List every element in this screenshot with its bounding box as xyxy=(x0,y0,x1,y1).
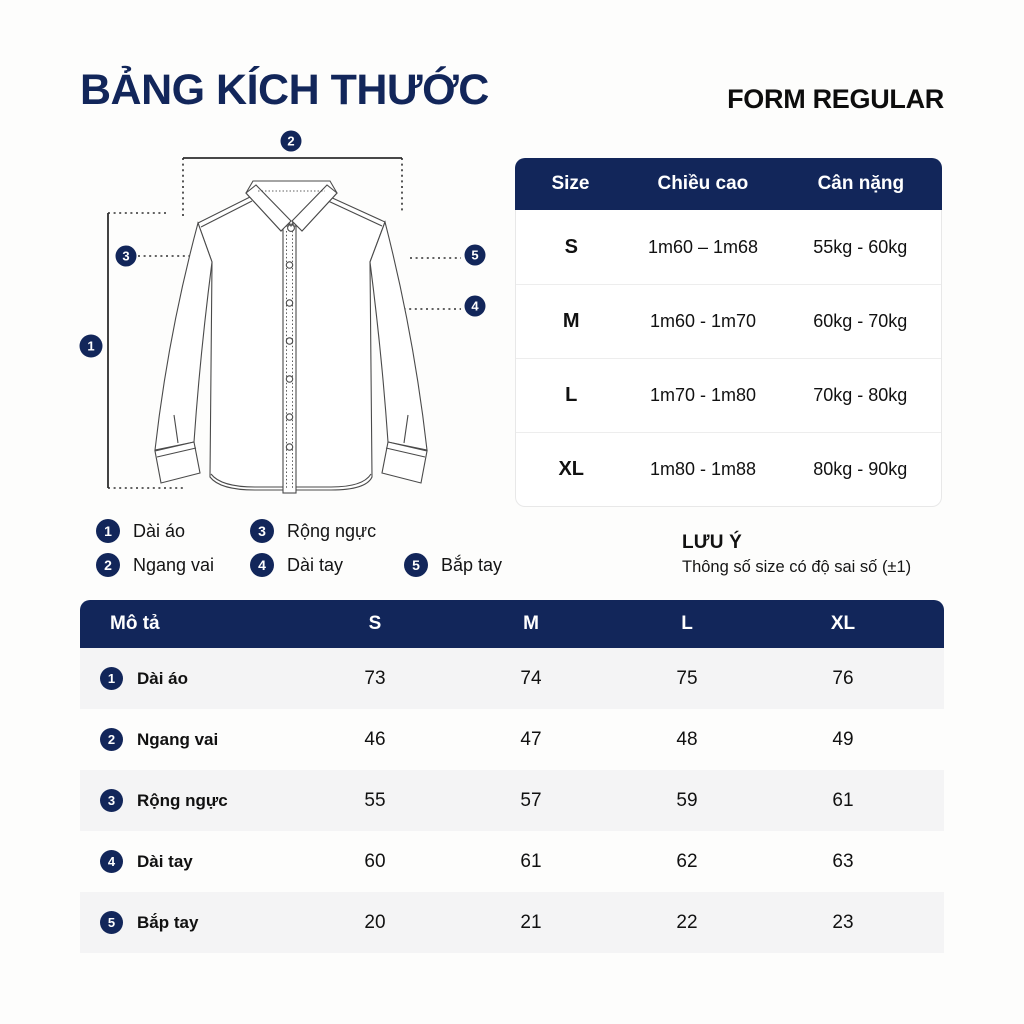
size-row-s: S 1m60 – 1m68 55kg - 60kg xyxy=(516,210,941,284)
value-m: 57 xyxy=(520,789,542,811)
marker-lines xyxy=(107,157,461,489)
legend-label: Rộng ngực xyxy=(287,520,377,541)
note-block: LƯU Ý Thông số size có độ sai số (±1) xyxy=(682,532,911,577)
measure-row-rong-nguc: 3 Rộng ngực 55 57 59 61 xyxy=(80,770,944,831)
measure-row-dai-ao: 1 Dài áo 73 74 75 76 xyxy=(80,648,944,709)
size-value: S xyxy=(564,235,578,258)
marker-4: 4 xyxy=(471,299,479,314)
row-label: Rộng ngực xyxy=(137,790,228,810)
legend-badge-3: 3 xyxy=(250,519,274,543)
measure-col-mota: Mô tả xyxy=(110,613,160,634)
legend-badge-1: 1 xyxy=(96,519,120,543)
row-label: Ngang vai xyxy=(137,729,219,749)
measure-row-bap-tay: 5 Bắp tay 20 21 22 23 xyxy=(80,892,944,953)
legend-label: Dài áo xyxy=(133,520,186,541)
row-label: Bắp tay xyxy=(137,912,199,932)
value-m: 21 xyxy=(520,911,542,933)
measure-col-xl: XL xyxy=(830,613,856,634)
marker-3: 3 xyxy=(122,249,129,264)
size-table-col-height: Chiều cao xyxy=(657,173,749,194)
size-table: Size Chiều cao Cân nặng S 1m60 – 1m68 55… xyxy=(515,158,942,507)
value-m: 61 xyxy=(520,850,542,872)
row-label: Dài áo xyxy=(137,668,189,688)
value-l: 75 xyxy=(676,667,698,689)
weight-range: 70kg - 80kg xyxy=(813,385,908,405)
shirt-drawing xyxy=(154,180,428,494)
value-l: 48 xyxy=(676,728,698,750)
value-l: 22 xyxy=(676,911,698,933)
size-table-col-size: Size xyxy=(551,173,590,194)
legend-badge-5: 5 xyxy=(404,553,428,577)
weight-range: 60kg - 70kg xyxy=(813,311,908,331)
legend-label: Dài tay xyxy=(287,554,344,575)
size-value: XL xyxy=(558,458,585,480)
marker-5: 5 xyxy=(471,248,478,263)
measure-col-l: L xyxy=(681,613,693,634)
marker-badges: 2 1 3 5 4 xyxy=(79,130,486,358)
size-row-l: L 1m70 - 1m80 70kg - 80kg xyxy=(516,358,941,432)
value-xl: 63 xyxy=(832,850,854,872)
value-xl: 49 xyxy=(832,728,854,750)
measure-row-ngang-vai: 2 Ngang vai 46 47 48 49 xyxy=(80,709,944,770)
size-value: L xyxy=(565,384,578,406)
weight-range: 80kg - 90kg xyxy=(813,459,908,479)
measure-col-s: S xyxy=(368,613,382,634)
value-s: 55 xyxy=(364,789,386,811)
legend-item-bap-tay: 5 Bắp tay xyxy=(404,553,502,577)
marker-1: 1 xyxy=(87,339,94,354)
form-regular-label: FORM REGULAR xyxy=(727,84,944,114)
legend-item-dai-tay: 4 Dài tay xyxy=(250,553,343,577)
size-table-header: Size Chiều cao Cân nặng xyxy=(515,158,942,210)
row-badge-4: 4 xyxy=(100,850,123,873)
row-badge-1: 1 xyxy=(100,667,123,690)
value-s: 46 xyxy=(364,728,386,750)
size-table-col-weight: Cân nặng xyxy=(817,173,905,194)
legend-item-dai-ao: 1 Dài áo xyxy=(96,519,185,543)
value-m: 47 xyxy=(520,728,542,750)
height-range: 1m60 - 1m70 xyxy=(649,311,757,331)
value-l: 62 xyxy=(676,850,698,872)
legend-label: Bắp tay xyxy=(441,554,503,575)
note-title: LƯU Ý xyxy=(682,532,743,553)
legend-badge-4: 4 xyxy=(250,553,274,577)
note-text: Thông số size có độ sai số (±1) xyxy=(682,558,912,576)
height-range: 1m80 - 1m88 xyxy=(649,459,757,479)
legend-item-rong-nguc: 3 Rộng ngực xyxy=(250,519,376,543)
row-badge-2: 2 xyxy=(100,728,123,751)
size-row-xl: XL 1m80 - 1m88 80kg - 90kg xyxy=(516,432,941,506)
height-range: 1m60 – 1m68 xyxy=(647,236,759,257)
measure-col-m: M xyxy=(523,613,539,634)
marker-2: 2 xyxy=(287,134,294,149)
value-xl: 23 xyxy=(832,911,854,933)
value-m: 74 xyxy=(520,667,542,689)
row-badge-5: 5 xyxy=(100,911,123,934)
value-s: 20 xyxy=(364,911,386,933)
legend-badge-2: 2 xyxy=(96,553,120,577)
value-xl: 76 xyxy=(832,667,854,689)
measure-table: Mô tả S M L XL 1 Dài áo 73 74 75 76 2 Ng… xyxy=(80,600,944,953)
size-row-m: M 1m60 - 1m70 60kg - 70kg xyxy=(516,284,941,358)
legend-label: Ngang vai xyxy=(133,554,215,575)
legend-item-ngang-vai: 2 Ngang vai xyxy=(96,553,214,577)
height-range: 1m70 - 1m80 xyxy=(649,385,757,405)
measure-table-header: Mô tả S M L XL xyxy=(80,600,944,648)
row-badge-3: 3 xyxy=(100,789,123,812)
measure-row-dai-tay: 4 Dài tay 60 61 62 63 xyxy=(80,831,944,892)
page-title: BẢNG KÍCH THƯỚC xyxy=(80,66,489,114)
weight-range: 55kg - 60kg xyxy=(813,236,908,257)
row-label: Dài tay xyxy=(137,851,193,871)
value-s: 60 xyxy=(364,850,386,872)
size-value: M xyxy=(562,310,580,332)
value-s: 73 xyxy=(364,667,386,689)
value-xl: 61 xyxy=(832,789,854,811)
value-l: 59 xyxy=(676,789,698,811)
shirt-measurement-diagram: 2 1 3 5 4 xyxy=(79,130,486,494)
